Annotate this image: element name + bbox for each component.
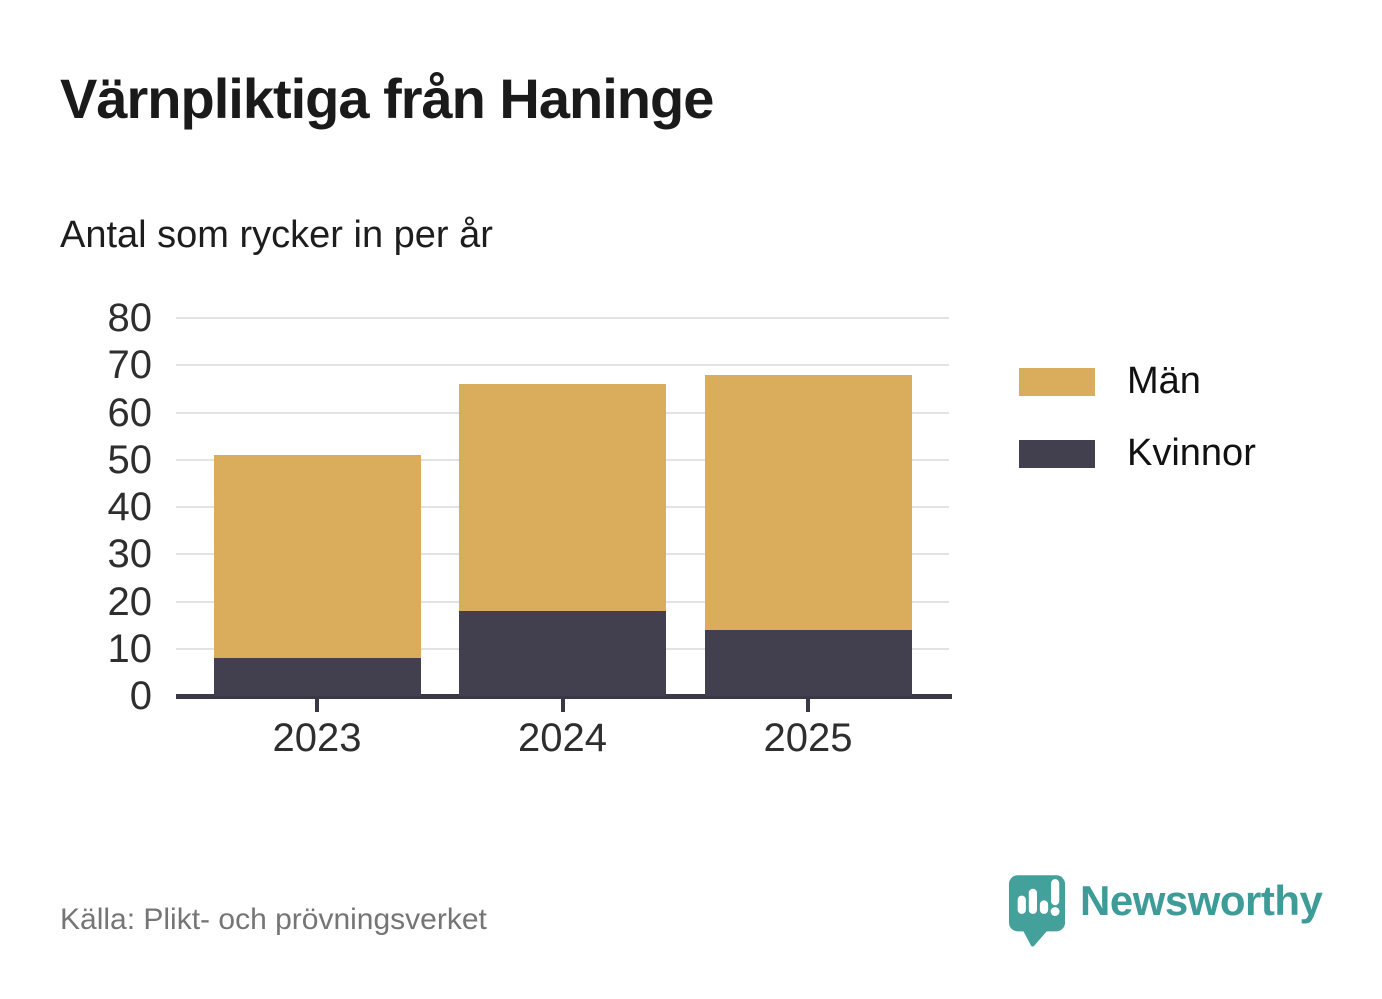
bar-segment-kvinnor-2025 (704, 629, 912, 696)
x-tick-mark-2023 (315, 699, 319, 712)
chart-title: Värnpliktiga från Haninge (60, 67, 714, 130)
brand-name: Newsworthy (1080, 877, 1323, 924)
newsworthy-speech-bubble-bar-chart-icon (1008, 875, 1066, 947)
y-tick-label-30: 30 (107, 532, 153, 577)
legend-label-kvinnor: Kvinnor (1127, 432, 1256, 474)
y-tick-label-50: 50 (107, 437, 153, 482)
y-tick-label-0: 0 (129, 674, 152, 718)
x-axis-line (176, 694, 952, 699)
y-tick-label-60: 60 (107, 390, 153, 435)
bar-segment-kvinnor-2023 (213, 658, 421, 696)
x-tick-label-2024: 2024 (518, 716, 607, 760)
legend-label-män: Män (1127, 360, 1201, 402)
bar-segment-män-2024 (459, 384, 666, 611)
y-tick-label-80: 80 (107, 296, 153, 340)
gridline-y-70 (176, 364, 949, 367)
bar-segment-män-2025 (704, 374, 912, 630)
gridline-y-80 (176, 317, 949, 319)
bar-segment-män-2023 (213, 455, 421, 659)
y-tick-label-40: 40 (107, 485, 153, 529)
newsworthy-brand: Newsworthy (1008, 874, 1323, 950)
legend-item-kvinnor: Kvinnor (1019, 432, 1256, 475)
x-tick-mark-2025 (806, 699, 810, 712)
y-tick-label-10: 10 (107, 626, 153, 671)
y-tick-label-70: 70 (107, 343, 153, 388)
legend-swatch-män (1019, 367, 1095, 396)
x-tick-label-2025: 2025 (763, 716, 853, 760)
y-tick-label-20: 20 (107, 579, 153, 624)
chart-subtitle: Antal som rycker in per år (60, 214, 493, 256)
x-tick-mark-2024 (560, 699, 565, 712)
bar-segment-kvinnor-2024 (459, 610, 666, 696)
legend-swatch-kvinnor (1019, 439, 1095, 468)
chart-legend: Män Kvinnor (1019, 360, 1256, 504)
source-note: Källa: Plikt- och prövningsverket (60, 903, 487, 936)
legend-item-män: Män (1019, 360, 1256, 403)
x-tick-label-2023: 2023 (272, 716, 362, 760)
